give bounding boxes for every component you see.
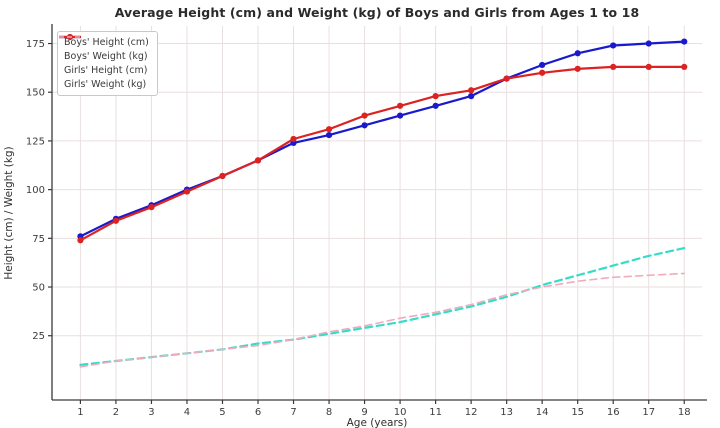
- series-marker: [645, 63, 652, 71]
- legend-item: Girls' Height (cm): [59, 34, 149, 77]
- x-tick-label: 17: [642, 407, 655, 418]
- series-marker: [468, 87, 475, 94]
- x-tick-label: 7: [290, 407, 296, 418]
- series-marker: [219, 172, 226, 180]
- x-tick-label: 5: [219, 407, 225, 418]
- x-tick-label: 9: [361, 407, 367, 418]
- legend-line-swatch: [59, 36, 81, 38]
- y-tick-label: 25: [32, 331, 45, 342]
- x-tick-label: 12: [465, 407, 478, 418]
- legend-label: Boys' Height (cm): [64, 37, 149, 48]
- x-tick-label: 6: [255, 407, 261, 418]
- y-tick-label: 125: [26, 136, 45, 147]
- series-marker: [503, 75, 510, 82]
- y-tick-label: 50: [32, 283, 45, 294]
- x-tick-label: 1: [77, 407, 83, 418]
- legend-item: Girls' Weight (kg): [59, 36, 149, 91]
- series-marker: [290, 135, 297, 143]
- x-tick-label: 13: [500, 407, 513, 418]
- series-line-1: [79, 247, 686, 366]
- series-marker: [254, 157, 262, 164]
- x-axis-label: Age (years): [347, 417, 408, 428]
- x-tick-label: 4: [184, 407, 190, 418]
- series-line-2: [79, 65, 686, 242]
- chart-title: Average Height (cm) and Weight (kg) of B…: [114, 5, 640, 20]
- series-marker: [574, 50, 581, 57]
- series-marker: [432, 102, 439, 109]
- series-marker: [148, 204, 155, 211]
- series-marker: [361, 112, 368, 119]
- series-marker: [396, 112, 404, 119]
- y-tick-label: 100: [26, 185, 45, 196]
- x-tick-label: 3: [148, 407, 154, 418]
- y-axis-label: Height (cm) / Weight (kg): [3, 146, 15, 279]
- x-tick-label: 16: [607, 407, 620, 418]
- series-marker: [112, 217, 120, 224]
- series-marker: [681, 38, 688, 45]
- x-tick-label: 10: [394, 407, 407, 418]
- chart-legend: Boys' Height (cm) Boys' Weight (kg) Girls'…: [57, 31, 158, 96]
- legend-item: Boys' Weight (kg): [59, 35, 149, 63]
- y-tick-label: 75: [32, 234, 45, 245]
- series-marker: [325, 126, 333, 133]
- series-marker: [574, 65, 581, 72]
- series-marker: [681, 63, 688, 71]
- series-marker: [645, 40, 652, 47]
- series-marker: [610, 42, 617, 49]
- x-tick-label: 18: [678, 407, 691, 418]
- series-marker: [610, 63, 617, 71]
- y-tick-label: 150: [26, 88, 45, 99]
- x-tick-label: 15: [571, 407, 584, 418]
- legend-label: Girls' Height (cm): [64, 65, 148, 76]
- series-marker: [325, 131, 333, 139]
- legend-label: Girls' Weight (kg): [64, 79, 147, 90]
- series-marker: [361, 122, 368, 129]
- x-tick-label: 2: [113, 407, 119, 418]
- legend-label: Boys' Weight (kg): [64, 51, 148, 62]
- series-marker: [432, 93, 439, 100]
- y-tick-label: 175: [26, 39, 45, 50]
- series-line-3: [79, 272, 685, 368]
- series-marker: [396, 102, 404, 109]
- x-tick-label: 8: [326, 407, 332, 418]
- series-marker: [77, 237, 84, 244]
- series-marker: [539, 61, 546, 69]
- x-tick-label: 14: [536, 407, 549, 418]
- series-marker: [468, 93, 475, 100]
- x-tick-label: 11: [429, 407, 442, 418]
- series-marker: [539, 69, 546, 76]
- series-line-0: [79, 40, 686, 238]
- series-marker: [183, 188, 191, 195]
